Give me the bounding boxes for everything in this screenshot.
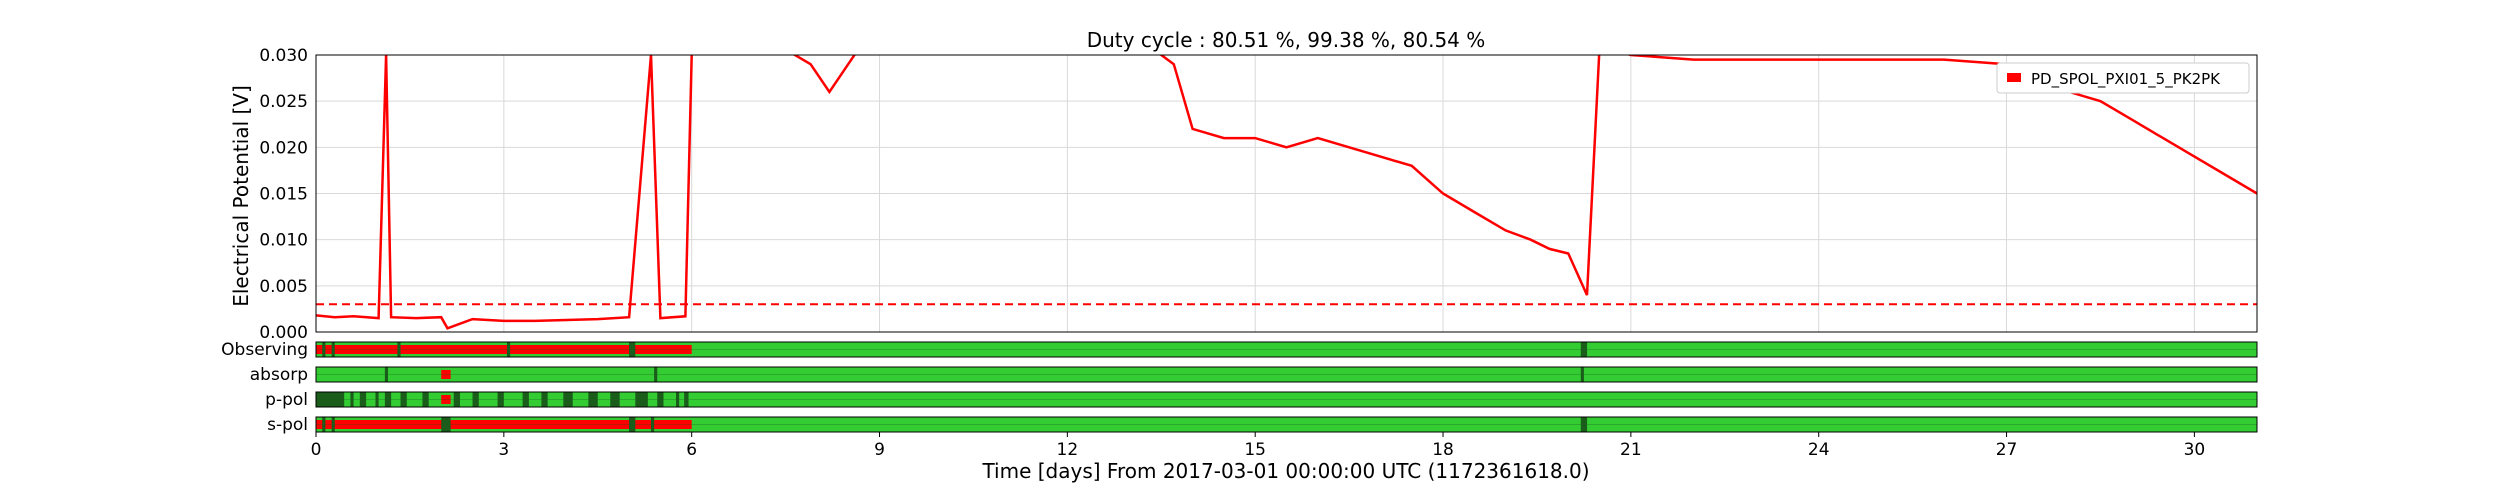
segment-label: absorp	[250, 365, 308, 385]
x-tick-label: 12	[1057, 440, 1079, 460]
segment-frame	[315, 416, 2258, 433]
segment-label: s-pol	[267, 415, 308, 435]
y-tick-label: 0.005	[259, 277, 308, 297]
x-tick-label: 24	[1808, 440, 1830, 460]
segment-frame	[315, 341, 2258, 358]
legend: PD_SPOL_PXI01_5_PK2PK	[1996, 62, 2250, 94]
x-axis: 0 3 6 9 12 15 18 21 24 27 30	[311, 432, 2206, 460]
x-tick-label: 9	[874, 440, 885, 460]
y-tick-label: 0.000	[259, 323, 308, 343]
y-tick-label: 0.015	[259, 185, 308, 205]
chart-title: Duty cycle : 80.51 %, 99.38 %, 80.54 %	[1087, 28, 1486, 52]
series-line	[316, 55, 2257, 330]
x-tick-label: 30	[2184, 440, 2206, 460]
x-tick-label: 18	[1432, 440, 1454, 460]
x-tick-label: 6	[686, 440, 697, 460]
x-tick-label: 0	[311, 440, 322, 460]
x-tick-label: 27	[1996, 440, 2018, 460]
y-tick-label: 0.010	[259, 231, 308, 251]
legend-label: PD_SPOL_PXI01_5_PK2PK	[2031, 70, 2221, 89]
segment-frame	[315, 391, 2258, 408]
x-tick-label: 15	[1244, 440, 1266, 460]
legend-box	[1996, 62, 2250, 94]
segment-label: p-pol	[265, 390, 308, 410]
y-tick-label: 0.025	[259, 92, 308, 112]
x-axis-label: Time [days] From 2017-03-01 00:00:00 UTC…	[981, 459, 1589, 483]
y-tick-label: 0.020	[259, 138, 308, 158]
segment-frame	[315, 366, 2258, 383]
legend-swatch	[2007, 73, 2021, 82]
y-axis-label: Electrical Potential [V]	[229, 85, 253, 307]
plot-frame	[315, 54, 2258, 333]
x-tick-label: 21	[1620, 440, 1642, 460]
segment-panels: Observing absorp p-pol s-pol	[221, 340, 2258, 435]
segment-label: Observing	[221, 340, 308, 360]
main-plot-area: 0.000 0.005 0.010 0.015 0.020 0.025 0.030	[259, 46, 2258, 343]
y-tick-label: 0.030	[259, 46, 308, 66]
x-tick-label: 3	[498, 440, 509, 460]
